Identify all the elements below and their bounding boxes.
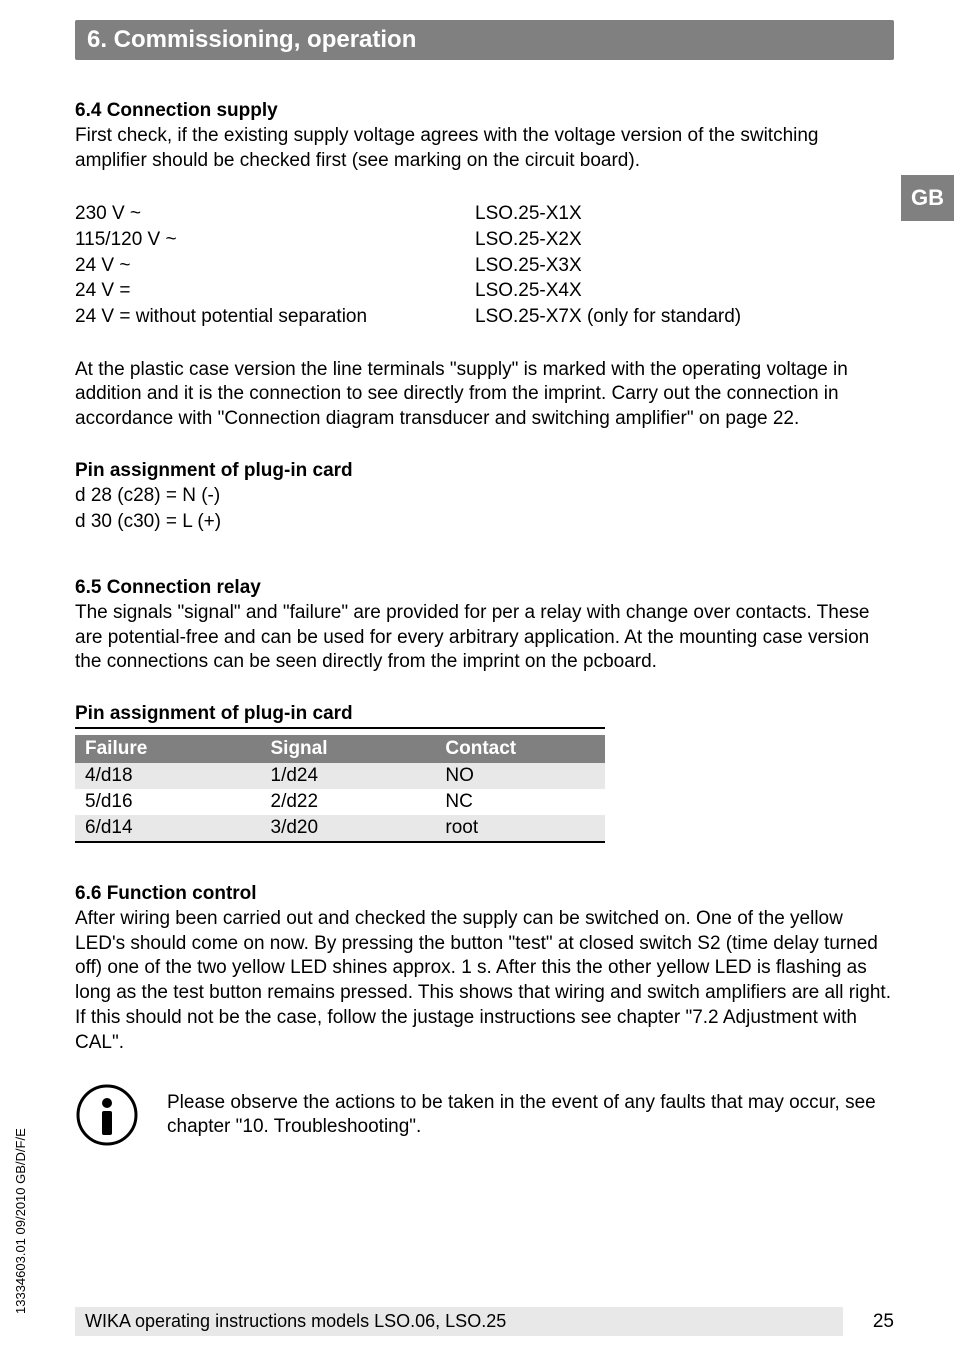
heading-6-4: 6.4 Connection supply — [75, 100, 894, 122]
supply-row-l: 24 V = — [75, 278, 475, 304]
supply-row-r: LSO.25-X1X — [475, 201, 894, 227]
footer-text: WIKA operating instructions models LSO.0… — [75, 1307, 843, 1336]
intro-6-6: After wiring been carried out and checke… — [75, 907, 894, 1055]
th-signal: Signal — [261, 735, 436, 763]
table-header-row: Failure Signal Contact — [75, 735, 605, 763]
th-failure: Failure — [75, 735, 261, 763]
cell: 6/d14 — [75, 815, 261, 842]
supply-row-l: 230 V ~ — [75, 201, 475, 227]
pin-title-6-5: Pin assignment of plug-in card — [75, 703, 605, 729]
cell: 3/d20 — [261, 815, 436, 842]
supply-row-r: LSO.25-X3X — [475, 253, 894, 279]
supply-row-l: 24 V ~ — [75, 253, 475, 279]
cell: 4/d18 — [75, 763, 261, 789]
language-tab: GB — [901, 175, 954, 221]
table-row: 6/d14 3/d20 root — [75, 815, 605, 842]
supply-row-l: 24 V = without potential separation — [75, 304, 475, 330]
pin-table: Failure Signal Contact 4/d18 1/d24 NO 5/… — [75, 735, 605, 843]
pin-title-6-4: Pin assignment of plug-in card — [75, 460, 894, 482]
table-row: 5/d16 2/d22 NC — [75, 789, 605, 815]
info-icon — [75, 1083, 139, 1147]
supply-right-col: LSO.25-X1X LSO.25-X2X LSO.25-X3X LSO.25-… — [475, 201, 894, 329]
pin-line-1: d 28 (c28) = N (-) — [75, 484, 894, 509]
heading-6-5: 6.5 Connection relay — [75, 577, 894, 599]
supply-row-l: 115/120 V ~ — [75, 227, 475, 253]
heading-6-6: 6.6 Function control — [75, 883, 894, 905]
cell: 5/d16 — [75, 789, 261, 815]
cell: NO — [435, 763, 605, 789]
footer: WIKA operating instructions models LSO.0… — [75, 1307, 894, 1336]
pin-assignment-6-4: Pin assignment of plug-in card d 28 (c28… — [75, 460, 894, 535]
cell: 1/d24 — [261, 763, 436, 789]
intro-6-5: The signals "signal" and "failure" are p… — [75, 601, 894, 675]
para-6-4-2: At the plastic case version the line ter… — [75, 358, 894, 432]
supply-left-col: 230 V ~ 115/120 V ~ 24 V ~ 24 V = 24 V =… — [75, 201, 475, 329]
cell: 2/d22 — [261, 789, 436, 815]
intro-6-4: First check, if the existing supply volt… — [75, 124, 894, 173]
table-row: 4/d18 1/d24 NO — [75, 763, 605, 789]
pin-assignment-6-5: Pin assignment of plug-in card Failure S… — [75, 703, 894, 843]
th-contact: Contact — [435, 735, 605, 763]
supply-row-r: LSO.25-X2X — [475, 227, 894, 253]
para-text: At the plastic case version the line ter… — [75, 358, 894, 432]
info-note: Please observe the actions to be taken i… — [75, 1083, 894, 1147]
doc-id-vertical: 13334603.01 09/2010 GB/D/F/E — [13, 1128, 28, 1314]
supply-row-r: LSO.25-X7X (only for standard) — [475, 304, 894, 330]
page-number: 25 — [873, 1311, 894, 1333]
pin-line-2: d 30 (c30) = L (+) — [75, 510, 894, 535]
section-6-4: 6.4 Connection supply First check, if th… — [75, 100, 894, 173]
supply-list: 230 V ~ 115/120 V ~ 24 V ~ 24 V = 24 V =… — [75, 201, 894, 329]
info-text: Please observe the actions to be taken i… — [167, 1091, 894, 1140]
page-content: 6. Commissioning, operation 6.4 Connecti… — [0, 0, 954, 1167]
cell: root — [435, 815, 605, 842]
supply-row-r: LSO.25-X4X — [475, 278, 894, 304]
section-6-5: 6.5 Connection relay The signals "signal… — [75, 577, 894, 675]
section-header: 6. Commissioning, operation — [75, 20, 894, 60]
section-6-6: 6.6 Function control After wiring been c… — [75, 883, 894, 1055]
cell: NC — [435, 789, 605, 815]
